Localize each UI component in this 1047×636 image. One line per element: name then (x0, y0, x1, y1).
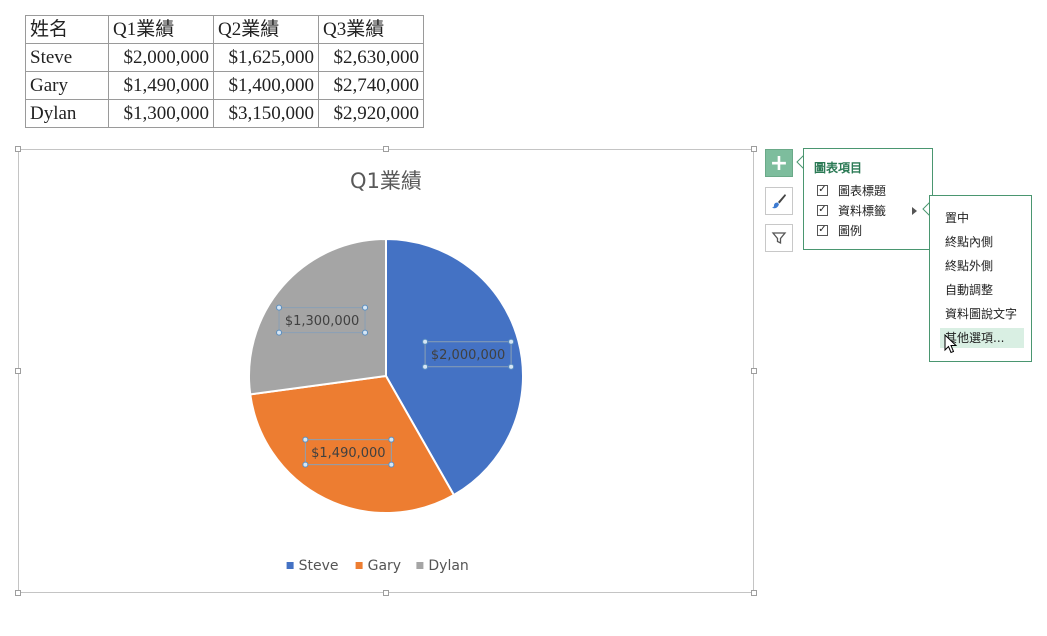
pie-slice-gary[interactable] (249, 374, 456, 514)
pie-chart[interactable]: Q1業績 $2,000,000 $1,490,000 $1,300,000 Stev… (19, 150, 753, 592)
element-label: 圖例 (838, 223, 863, 238)
chart-area[interactable]: Q1業績 $2,000,000 $1,490,000 $1,300,000 Stev… (18, 149, 754, 593)
legend-swatch (286, 562, 294, 569)
legend-item-steve[interactable]: Steve (286, 558, 339, 574)
data-label-selection-box (424, 341, 512, 368)
data-labels-submenu: 置中 終點內側 終點外側 自動調整 資料圖說文字 其他選項... (929, 195, 1032, 362)
element-label: 圖表標題 (838, 183, 887, 198)
chart-elements-panel: 圖表項目 ✓ 圖表標題 ✓ 資料標籤 ✓ 圖例 (803, 148, 933, 250)
element-chart-title[interactable]: ✓ 圖表標題 (817, 181, 886, 199)
table-cell[interactable]: $2,000,000 (108, 43, 214, 72)
chart-title[interactable]: Q1業績 (350, 169, 422, 193)
chart-filters-button[interactable] (765, 224, 793, 252)
data-label-steve[interactable]: $2,000,000 (422, 338, 515, 370)
table-cell[interactable]: Dylan (25, 99, 109, 128)
data-label-gary[interactable]: $1,490,000 (302, 436, 395, 468)
submenu-item-callout[interactable]: 資料圖說文字 (945, 307, 1018, 321)
table-cell[interactable]: $2,920,000 (318, 99, 424, 128)
table-header-cell[interactable]: Q2業績 (213, 15, 319, 44)
data-label-text: $2,000,000 (431, 348, 505, 363)
legend-item-gary[interactable]: Gary (355, 558, 401, 574)
table-cell[interactable]: $2,630,000 (318, 43, 424, 72)
data-label-text: $1,300,000 (285, 314, 359, 329)
brush-icon (772, 194, 786, 209)
filter-icon (771, 232, 787, 245)
table-cell[interactable]: $1,400,000 (213, 71, 319, 100)
submenu-item-outside-end[interactable]: 終點外側 (945, 259, 994, 273)
chart-styles-button[interactable] (765, 187, 793, 215)
label-handle[interactable] (508, 338, 515, 345)
checkbox-checked-icon[interactable]: ✓ (817, 204, 828, 216)
resize-handle[interactable] (751, 590, 757, 596)
panel-title: 圖表項目 (814, 161, 863, 175)
table-row: Gary $1,490,000 $1,400,000 $2,740,000 (25, 71, 424, 100)
label-handle[interactable] (362, 329, 369, 336)
legend-label: Gary (368, 558, 401, 574)
resize-handle[interactable] (751, 146, 757, 152)
data-table: 姓名 Q1業績 Q2業績 Q3業績 Steve $2,000,000 $1,62… (25, 15, 424, 128)
resize-handle[interactable] (383, 146, 389, 152)
label-handle[interactable] (422, 338, 429, 345)
data-label-text: $1,490,000 (311, 446, 385, 461)
submenu-arrow-icon[interactable] (912, 207, 917, 215)
mouse-cursor-icon (944, 334, 958, 354)
data-label-dylan[interactable]: $1,300,000 (276, 304, 369, 336)
table-header-cell[interactable]: Q3業績 (318, 15, 424, 44)
table-cell[interactable]: $2,740,000 (318, 71, 424, 100)
resize-handle[interactable] (15, 146, 21, 152)
element-legend[interactable]: ✓ 圖例 (817, 221, 862, 239)
submenu-item-more-options[interactable]: 其他選項... (940, 328, 1024, 348)
table-row: Steve $2,000,000 $1,625,000 $2,630,000 (25, 43, 424, 72)
checkbox-checked-icon[interactable]: ✓ (817, 224, 828, 236)
label-handle[interactable] (276, 304, 283, 311)
label-handle[interactable] (302, 461, 309, 468)
label-handle[interactable] (388, 436, 395, 443)
table-cell[interactable]: $1,625,000 (213, 43, 319, 72)
element-data-labels[interactable]: ✓ 資料標籤 (817, 201, 886, 219)
table-cell[interactable]: $3,150,000 (213, 99, 319, 128)
legend-swatch (416, 562, 424, 569)
legend-label: Dylan (428, 558, 468, 574)
submenu-item-best-fit[interactable]: 自動調整 (945, 283, 994, 297)
pie-slice-dylan[interactable] (248, 237, 387, 396)
table-header-row: 姓名 Q1業績 Q2業績 Q3業績 (25, 15, 424, 44)
legend-label: Steve (299, 558, 339, 574)
legend-item-dylan[interactable]: Dylan (416, 558, 469, 574)
resize-handle[interactable] (15, 590, 21, 596)
chart-elements-button[interactable]: + (765, 149, 793, 177)
flyout-pointer (796, 155, 805, 169)
plus-icon: + (769, 150, 789, 176)
resize-handle[interactable] (751, 368, 757, 374)
table-cell[interactable]: $1,490,000 (108, 71, 214, 100)
data-label-selection-box (278, 307, 366, 334)
submenu-item-center[interactable]: 置中 (945, 211, 970, 225)
label-handle[interactable] (388, 461, 395, 468)
submenu-item-inside-end[interactable]: 終點內側 (945, 235, 994, 249)
table-header-cell[interactable]: Q1業績 (108, 15, 214, 44)
data-label-selection-box (304, 439, 392, 466)
checkbox-checked-icon[interactable]: ✓ (817, 184, 828, 196)
table-header-cell[interactable]: 姓名 (25, 15, 109, 44)
table-row: Dylan $1,300,000 $3,150,000 $2,920,000 (25, 99, 424, 128)
element-label: 資料標籤 (838, 203, 887, 218)
resize-handle[interactable] (15, 368, 21, 374)
label-handle[interactable] (508, 363, 515, 370)
label-handle[interactable] (362, 304, 369, 311)
table-cell[interactable]: Gary (25, 71, 109, 100)
label-handle[interactable] (302, 436, 309, 443)
label-handle[interactable] (276, 329, 283, 336)
label-handle[interactable] (422, 363, 429, 370)
table-cell[interactable]: Steve (25, 43, 109, 72)
table-cell[interactable]: $1,300,000 (108, 99, 214, 128)
legend-swatch (355, 562, 363, 569)
resize-handle[interactable] (383, 590, 389, 596)
submenu-pointer (922, 202, 931, 216)
